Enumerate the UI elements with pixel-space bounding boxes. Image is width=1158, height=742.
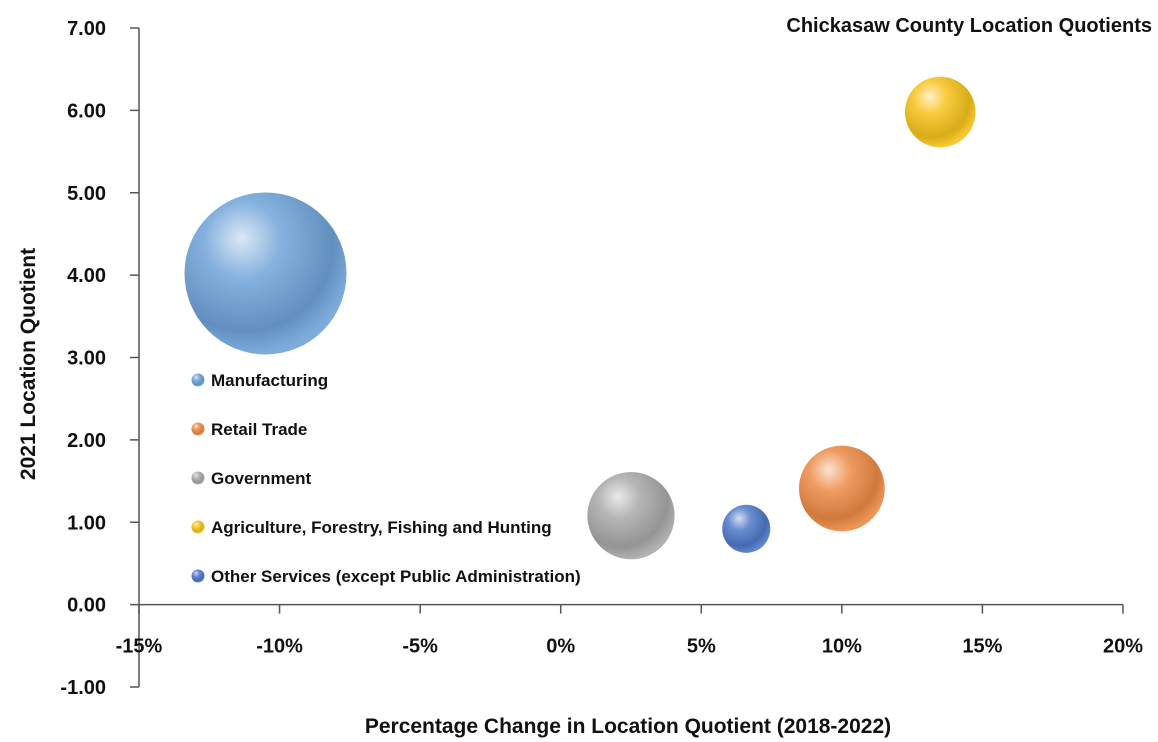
x-axis-title: Percentage Change in Location Quotient (…: [365, 715, 891, 738]
bubbles: [184, 76, 976, 560]
x-tick-label: -15%: [116, 636, 163, 658]
x-tick-label: -5%: [402, 636, 438, 658]
y-axis-title: 2021 Location Quotient: [17, 248, 40, 480]
x-tick-label: -10%: [256, 636, 303, 658]
y-tick-label: 4.00: [67, 265, 106, 287]
bubble-manufacturing: [184, 192, 347, 355]
y-tick-label: 3.00: [67, 348, 106, 370]
x-tick-label: 15%: [962, 636, 1002, 658]
legend-label: Other Services (except Public Administra…: [211, 567, 581, 586]
y-tick-label: 1.00: [67, 512, 106, 534]
legend-marker: [191, 569, 205, 583]
y-tick-label: -1.00: [60, 677, 106, 699]
y-tick-label: 0.00: [67, 595, 106, 617]
chart-title: Chickasaw County Location Quotients: [786, 15, 1152, 37]
x-tick-label: 10%: [822, 636, 862, 658]
bubble-agriculture-forestry-fishing-and-hunting: [904, 76, 976, 148]
bubble-retail-trade: [798, 445, 885, 532]
legend: Manufacturing Retail Trade Government Agric…: [191, 371, 581, 586]
y-tick-label: 6.00: [67, 100, 106, 122]
bubble-other-services-except-public-administration: [722, 504, 771, 553]
legend-marker: [191, 373, 205, 387]
x-tick-label: 5%: [687, 636, 716, 658]
legend-label: Government: [211, 469, 311, 488]
legend-marker: [191, 471, 205, 485]
x-tick-label: 0%: [546, 636, 575, 658]
legend-marker: [191, 422, 205, 436]
y-tick-label: 2.00: [67, 430, 106, 452]
legend-label: Manufacturing: [211, 371, 328, 390]
bubble-government: [587, 472, 675, 560]
x-tick-label: 20%: [1103, 636, 1143, 658]
legend-label: Agriculture, Forestry, Fishing and Hunti…: [211, 518, 552, 537]
legend-marker: [191, 520, 205, 534]
y-tick-label: 5.00: [67, 183, 106, 205]
y-tick-label: 7.00: [67, 18, 106, 40]
axes: -1.00 0.00 1.00 2.00 3.00 4.00 5.00 6.00 7.00 -15…: [60, 18, 1143, 699]
legend-label: Retail Trade: [211, 420, 307, 439]
